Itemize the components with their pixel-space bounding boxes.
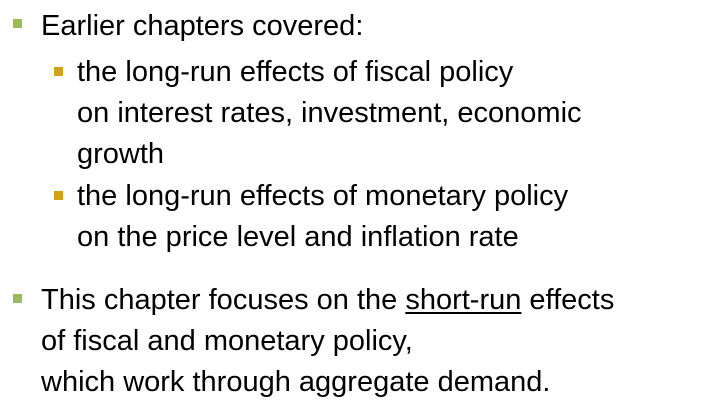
square-bullet-icon — [54, 191, 63, 200]
square-bullet-icon — [13, 19, 22, 28]
bullet-text: This chapter focuses on the short-run ef… — [41, 284, 615, 398]
bullet-text: the long-run effects of monetary policy … — [77, 180, 569, 253]
bullet-text: Earlier chapters covered: — [41, 10, 364, 42]
bullet-text: the long-run effects of fiscal policy on… — [77, 56, 582, 170]
square-bullet-icon — [54, 67, 63, 76]
emphasis-short-run: short-run — [405, 284, 522, 316]
square-bullet-icon — [13, 294, 22, 303]
